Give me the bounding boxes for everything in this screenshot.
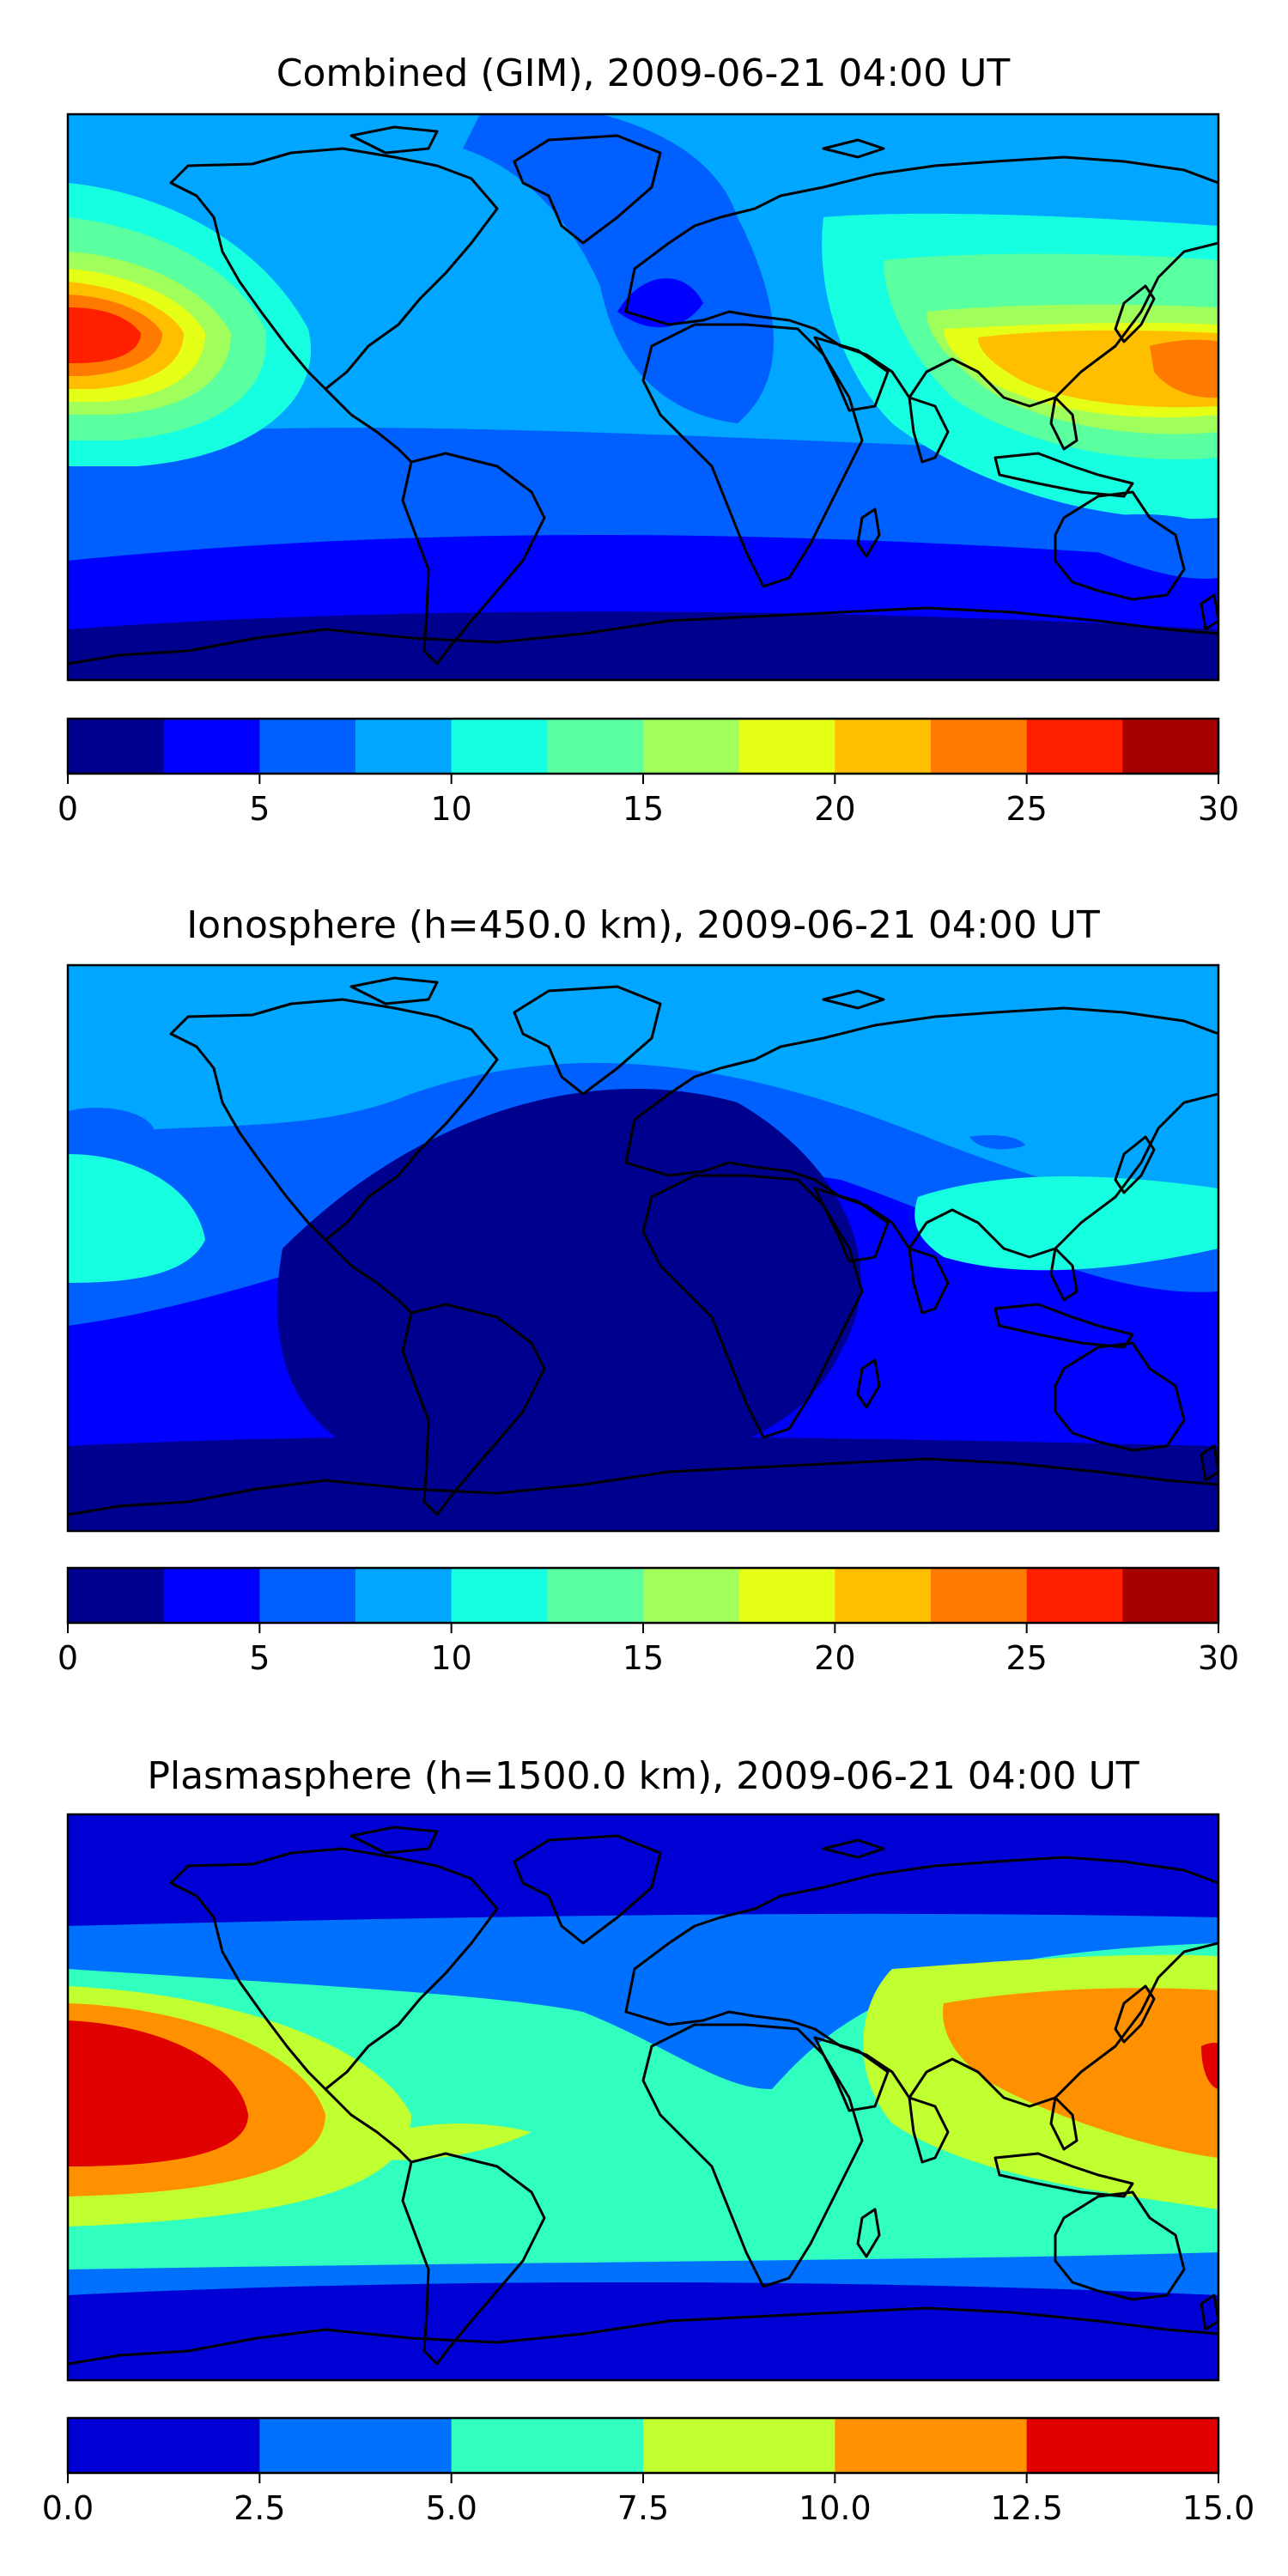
colorbar-1-tick-label: 10 (430, 790, 471, 828)
colorbar-3-segment (643, 2418, 835, 2473)
colorbar-3: 0.0 2.5 5.0 7.5 10.0 12.5 15.0 (42, 2416, 1255, 2527)
colorbar-2-segment (259, 1568, 356, 1623)
colorbar-3-segment (68, 2418, 260, 2473)
colorbar-1-segment (547, 719, 644, 774)
colorbar-1: 0 5 10 15 20 25 30 (58, 717, 1239, 828)
colorbar-1-tick-label: 20 (814, 790, 855, 828)
colorbar-1-segment (1122, 719, 1219, 774)
colorbar-3-tick-label: 10.0 (799, 2489, 872, 2527)
map-frame-3 (66, 1813, 1220, 2382)
colorbar-1-tick-label: 15 (623, 790, 664, 828)
colorbar-1-segment (738, 719, 835, 774)
colorbar-2-tick-label: 15 (623, 1639, 664, 1677)
map-ionosphere (68, 965, 1218, 1531)
colorbar-2-segment (835, 1568, 932, 1623)
colorbar-2-segment (643, 1568, 740, 1623)
map-frame-1 (66, 112, 1220, 682)
colorbar-3-tick-label: 12.5 (990, 2489, 1063, 2527)
colorbar-3-tick-label: 2.5 (234, 2489, 285, 2527)
panel-title-3: Plasmasphere (h=1500.0 km), 2009-06-21 0… (147, 1754, 1139, 1798)
panel-title-1: Combined (GIM), 2009-06-21 04:00 UT (276, 52, 1011, 95)
colorbar-1-tick-label: 25 (1005, 790, 1047, 828)
colorbar-2-segment (163, 1568, 260, 1623)
colorbar-2-tick-label: 0 (58, 1639, 78, 1677)
colorbar-1-segment (163, 719, 260, 774)
colorbar-2-tick-label: 5 (249, 1639, 270, 1677)
colorbar-2: 0 5 10 15 20 25 30 (58, 1566, 1239, 1677)
colorbar-1-segment (1026, 719, 1123, 774)
colorbar-3-segment (451, 2418, 644, 2473)
colorbar-2-tick-label: 30 (1198, 1639, 1239, 1677)
colorbar-1-segment (451, 719, 548, 774)
colorbar-3-segment (259, 2418, 453, 2473)
colorbar-3-tick-label: 5.0 (425, 2489, 477, 2527)
colorbar-2-tick-label: 25 (1005, 1639, 1047, 1677)
colorbar-1-tick-label: 30 (1198, 790, 1239, 828)
colorbar-1-tick-label: 5 (249, 790, 270, 828)
colorbar-2-segment (547, 1568, 644, 1623)
colorbar-2-segment (1026, 1568, 1123, 1623)
colorbar-2-segment (931, 1568, 1028, 1623)
map-frame-2 (66, 963, 1220, 1533)
colorbar-1-segment (643, 719, 740, 774)
colorbar-2-segment (738, 1568, 835, 1623)
colorbar-2-segment (355, 1568, 453, 1623)
colorbar-3-tick-label: 7.5 (617, 2489, 669, 2527)
colorbar-2-tick-label: 20 (814, 1639, 855, 1677)
panel-title-2: Ionosphere (h=450.0 km), 2009-06-21 04:0… (186, 903, 1100, 947)
colorbar-1-segment (259, 719, 356, 774)
colorbar-1-segment (355, 719, 453, 774)
colorbar-2-segment (451, 1568, 548, 1623)
colorbar-1-segment (835, 719, 932, 774)
colorbar-1-segment (931, 719, 1028, 774)
colorbar-3-segment (1026, 2418, 1219, 2473)
colorbar-1-tick-label: 0 (58, 790, 78, 828)
colorbar-2-segment (68, 1568, 165, 1623)
colorbar-3-tick-label: 0.0 (42, 2489, 94, 2527)
colorbar-2-segment (1122, 1568, 1219, 1623)
colorbar-2-tick-label: 10 (430, 1639, 471, 1677)
map-plasmasphere (68, 1814, 1218, 2380)
colorbar-1-segment (68, 719, 165, 774)
map-combined (68, 114, 1218, 680)
colorbar-3-segment (835, 2418, 1028, 2473)
colorbar-3-tick-label: 15.0 (1182, 2489, 1255, 2527)
